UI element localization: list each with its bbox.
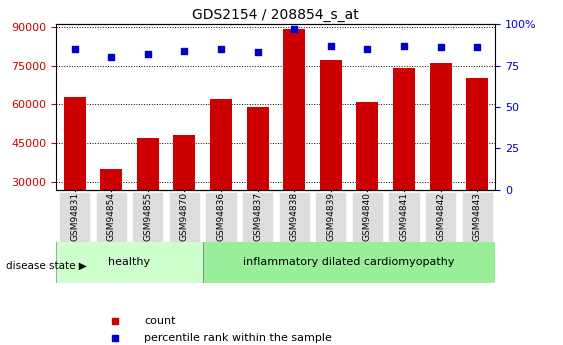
Text: GSM94841: GSM94841	[400, 192, 408, 241]
Text: percentile rank within the sample: percentile rank within the sample	[144, 333, 332, 343]
Bar	[430, 63, 452, 259]
Bar	[100, 169, 122, 259]
FancyBboxPatch shape	[205, 193, 236, 242]
Text: GSM94836: GSM94836	[217, 192, 225, 241]
Bar	[173, 136, 195, 259]
Bar	[393, 68, 415, 259]
FancyBboxPatch shape	[388, 193, 419, 242]
FancyBboxPatch shape	[203, 241, 495, 283]
Bar	[320, 60, 342, 259]
Bar	[247, 107, 269, 259]
Text: count: count	[144, 316, 176, 326]
Text: healthy: healthy	[109, 257, 150, 267]
Text: GSM94855: GSM94855	[144, 192, 152, 241]
Point	[110, 318, 119, 324]
FancyBboxPatch shape	[169, 193, 200, 242]
Text: GSM94837: GSM94837	[253, 192, 262, 241]
Point	[107, 55, 116, 60]
Bar	[283, 29, 305, 259]
Text: disease state ▶: disease state ▶	[6, 261, 86, 270]
FancyBboxPatch shape	[425, 193, 456, 242]
Point	[70, 46, 79, 52]
Text: GSM94838: GSM94838	[290, 192, 298, 241]
FancyBboxPatch shape	[56, 241, 203, 283]
Bar	[356, 102, 378, 259]
Title: GDS2154 / 208854_s_at: GDS2154 / 208854_s_at	[193, 8, 359, 22]
Text: GSM94843: GSM94843	[473, 192, 481, 241]
FancyBboxPatch shape	[352, 193, 383, 242]
Point	[472, 45, 481, 50]
Point	[143, 51, 152, 57]
FancyBboxPatch shape	[132, 193, 163, 242]
Point	[253, 50, 262, 55]
Point	[363, 46, 372, 52]
FancyBboxPatch shape	[462, 193, 493, 242]
Point	[180, 48, 189, 53]
Bar	[64, 97, 86, 259]
Text: GSM94831: GSM94831	[70, 192, 79, 241]
Text: GSM94842: GSM94842	[436, 192, 445, 241]
Text: inflammatory dilated cardiomyopathy: inflammatory dilated cardiomyopathy	[243, 257, 455, 267]
Point	[400, 43, 409, 48]
Bar	[466, 79, 488, 259]
FancyBboxPatch shape	[242, 193, 273, 242]
FancyBboxPatch shape	[59, 193, 90, 242]
Point	[290, 26, 299, 32]
Point	[216, 46, 225, 52]
Bar	[137, 138, 159, 259]
Text: GSM94854: GSM94854	[107, 192, 115, 241]
FancyBboxPatch shape	[315, 193, 346, 242]
Text: GSM94839: GSM94839	[327, 192, 335, 241]
Point	[326, 43, 335, 48]
FancyBboxPatch shape	[96, 193, 127, 242]
Point	[436, 45, 445, 50]
Point	[110, 335, 119, 341]
FancyBboxPatch shape	[279, 193, 310, 242]
Text: GSM94870: GSM94870	[180, 192, 189, 241]
Bar	[210, 99, 232, 259]
Text: GSM94840: GSM94840	[363, 192, 372, 241]
